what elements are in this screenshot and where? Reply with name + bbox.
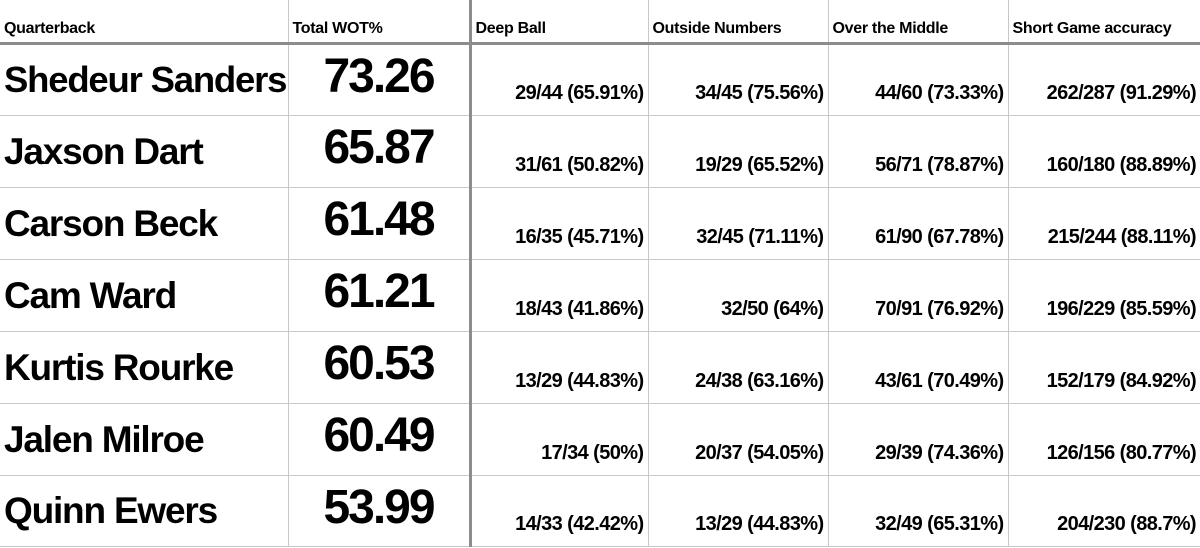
cell-short-game: 204/230 (88.7%) <box>1008 475 1200 547</box>
cell-short-game: 152/179 (84.92%) <box>1008 331 1200 404</box>
table-row: Jaxson Dart 65.87 31/61 (50.82%) 19/29 (… <box>0 115 1200 188</box>
cell-deep-ball: 31/61 (50.82%) <box>470 115 649 188</box>
cell-total-wot: 61.21 <box>288 259 472 332</box>
column-header-over-the-middle: Over the Middle <box>828 0 1009 45</box>
cell-outside-numbers: 34/45 (75.56%) <box>648 43 829 116</box>
cell-quarterback: Cam Ward <box>0 259 289 332</box>
column-header-deep-ball: Deep Ball <box>470 0 649 45</box>
cell-outside-numbers: 32/45 (71.11%) <box>648 187 829 260</box>
cell-short-game: 262/287 (91.29%) <box>1008 43 1200 116</box>
cell-quarterback: Quinn Ewers <box>0 475 289 547</box>
cell-deep-ball: 18/43 (41.86%) <box>470 259 649 332</box>
table-row: Cam Ward 61.21 18/43 (41.86%) 32/50 (64%… <box>0 259 1200 332</box>
cell-over-the-middle: 61/90 (67.78%) <box>828 187 1009 260</box>
cell-short-game: 160/180 (88.89%) <box>1008 115 1200 188</box>
cell-outside-numbers: 19/29 (65.52%) <box>648 115 829 188</box>
cell-short-game: 196/229 (85.59%) <box>1008 259 1200 332</box>
cell-quarterback: Kurtis Rourke <box>0 331 289 404</box>
cell-quarterback: Shedeur Sanders <box>0 43 289 116</box>
cell-deep-ball: 17/34 (50%) <box>470 403 649 476</box>
column-header-total-wot: Total WOT% <box>288 0 472 45</box>
cell-total-wot: 65.87 <box>288 115 472 188</box>
cell-deep-ball: 29/44 (65.91%) <box>470 43 649 116</box>
header-row: Quarterback Total WOT% Deep Ball Outside… <box>0 0 1200 45</box>
column-header-short-game-accuracy: Short Game accuracy <box>1008 0 1200 45</box>
cell-over-the-middle: 56/71 (78.87%) <box>828 115 1009 188</box>
cell-over-the-middle: 29/39 (74.36%) <box>828 403 1009 476</box>
table-row: Shedeur Sanders 73.26 29/44 (65.91%) 34/… <box>0 43 1200 116</box>
cell-total-wot: 60.49 <box>288 403 472 476</box>
cell-short-game: 126/156 (80.77%) <box>1008 403 1200 476</box>
table-row: Quinn Ewers 53.99 14/33 (42.42%) 13/29 (… <box>0 475 1200 547</box>
column-header-outside-numbers: Outside Numbers <box>648 0 829 45</box>
cell-over-the-middle: 70/91 (76.92%) <box>828 259 1009 332</box>
cell-over-the-middle: 43/61 (70.49%) <box>828 331 1009 404</box>
cell-deep-ball: 14/33 (42.42%) <box>470 475 649 547</box>
cell-total-wot: 61.48 <box>288 187 472 260</box>
cell-deep-ball: 16/35 (45.71%) <box>470 187 649 260</box>
table-row: Jalen Milroe 60.49 17/34 (50%) 20/37 (54… <box>0 403 1200 476</box>
cell-deep-ball: 13/29 (44.83%) <box>470 331 649 404</box>
column-header-quarterback: Quarterback <box>0 0 289 45</box>
cell-short-game: 215/244 (88.11%) <box>1008 187 1200 260</box>
cell-over-the-middle: 32/49 (65.31%) <box>828 475 1009 547</box>
cell-outside-numbers: 20/37 (54.05%) <box>648 403 829 476</box>
cell-total-wot: 53.99 <box>288 475 472 547</box>
cell-outside-numbers: 32/50 (64%) <box>648 259 829 332</box>
cell-total-wot: 73.26 <box>288 43 472 116</box>
table-row: Kurtis Rourke 60.53 13/29 (44.83%) 24/38… <box>0 331 1200 404</box>
table-row: Carson Beck 61.48 16/35 (45.71%) 32/45 (… <box>0 187 1200 260</box>
cell-quarterback: Jaxson Dart <box>0 115 289 188</box>
cell-total-wot: 60.53 <box>288 331 472 404</box>
cell-quarterback: Jalen Milroe <box>0 403 289 476</box>
cell-over-the-middle: 44/60 (73.33%) <box>828 43 1009 116</box>
cell-outside-numbers: 13/29 (44.83%) <box>648 475 829 547</box>
cell-quarterback: Carson Beck <box>0 187 289 260</box>
cell-outside-numbers: 24/38 (63.16%) <box>648 331 829 404</box>
